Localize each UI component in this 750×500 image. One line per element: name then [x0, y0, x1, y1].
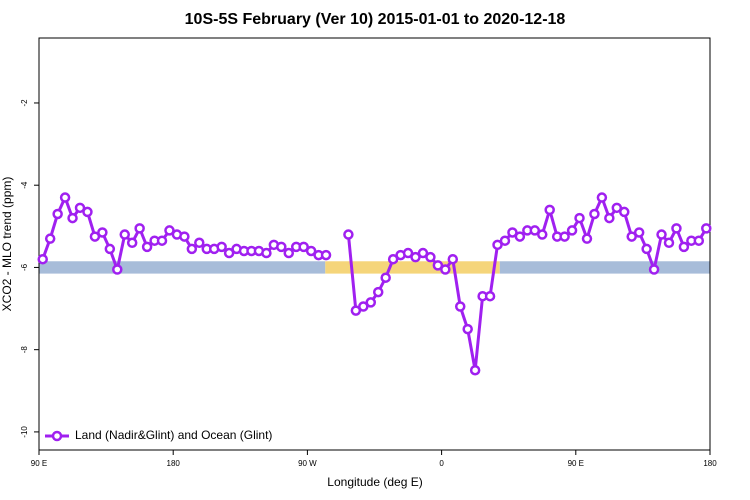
data-point — [402, 247, 414, 259]
data-point — [440, 264, 451, 275]
data-point — [179, 231, 190, 242]
data-point — [350, 305, 362, 316]
data-point — [581, 233, 593, 244]
data-point — [372, 286, 384, 298]
chart-title: 10S-5S February (Ver 10) 2015-01-01 to 2… — [185, 11, 566, 28]
data-point — [67, 212, 78, 224]
data-point — [604, 212, 615, 224]
data-point — [648, 264, 660, 275]
data-point — [529, 225, 541, 236]
data-point — [544, 204, 555, 216]
data-point — [387, 253, 399, 265]
data-point — [425, 251, 436, 263]
x-tick-label: 180 — [703, 459, 717, 468]
x-tick-label: 0 — [439, 459, 444, 468]
x-tick-label: 90 E — [568, 459, 584, 468]
data-point — [298, 241, 309, 253]
series-line — [41, 196, 708, 372]
data-point — [59, 192, 71, 203]
data-point — [44, 233, 56, 244]
data-point — [537, 229, 548, 240]
data-point — [447, 253, 459, 265]
data-point — [320, 249, 332, 261]
data-point — [492, 239, 503, 251]
y-tick-label: -2 — [20, 99, 29, 107]
data-point — [574, 212, 585, 224]
data-point — [82, 206, 93, 218]
data-point — [641, 243, 652, 255]
data-point — [693, 235, 705, 246]
data-point — [469, 364, 481, 376]
data-point — [261, 247, 272, 259]
data-point — [52, 208, 63, 220]
data-point — [119, 229, 130, 240]
data-point — [611, 202, 623, 214]
data-point — [358, 301, 369, 312]
x-tick-label: 180 — [167, 459, 181, 468]
data-point — [566, 225, 578, 236]
surface-region — [39, 261, 326, 274]
data-point — [156, 235, 168, 246]
data-point — [365, 297, 377, 308]
surface-region — [325, 261, 500, 274]
data-point — [276, 241, 287, 253]
data-point — [164, 225, 175, 236]
x-tick-label: 90 E — [31, 459, 47, 468]
y-axis-label: XCO2 - MLO trend (ppm) — [0, 177, 14, 312]
data-point — [671, 223, 682, 234]
legend-label: Land (Nadir&Glint) and Ocean (Glint) — [75, 428, 272, 442]
data-point — [462, 323, 473, 335]
data-point — [104, 243, 116, 255]
data-point — [283, 247, 295, 259]
data-point — [343, 229, 354, 240]
data-point — [417, 247, 429, 259]
data-point — [97, 227, 108, 238]
data-point — [194, 237, 205, 249]
data-point — [126, 237, 138, 249]
surface-region — [499, 261, 710, 274]
data-point — [589, 208, 600, 220]
data-point — [216, 241, 227, 253]
data-point — [141, 241, 153, 253]
data-point — [134, 223, 145, 234]
x-axis-label: Longitude (deg E) — [327, 475, 422, 489]
data-point — [626, 231, 637, 242]
data-point — [454, 301, 466, 312]
data-point — [74, 202, 86, 214]
data-point — [678, 241, 690, 253]
data-point — [499, 235, 511, 246]
data-point — [559, 231, 570, 242]
data-point — [410, 251, 421, 263]
data-point — [619, 206, 630, 218]
data-point — [223, 247, 235, 259]
y-tick-label: -6 — [20, 263, 29, 271]
data-point — [656, 229, 667, 240]
data-point — [514, 231, 526, 242]
data-point — [112, 264, 123, 275]
data-point — [484, 290, 496, 302]
y-tick-label: -8 — [20, 346, 29, 354]
plot-frame — [38, 37, 711, 451]
data-point — [89, 231, 101, 242]
data-point — [507, 227, 518, 238]
legend-marker — [51, 430, 63, 442]
data-point — [380, 272, 391, 283]
data-point — [186, 243, 198, 255]
y-tick-label: -4 — [20, 181, 29, 189]
x-tick-label: 90 W — [298, 459, 317, 468]
data-point — [663, 237, 675, 249]
data-point — [432, 260, 444, 271]
data-point — [633, 227, 645, 238]
data-point — [37, 253, 48, 265]
data-point — [305, 245, 317, 257]
y-tick-label: -10 — [20, 426, 29, 438]
data-point — [596, 192, 608, 203]
data-point — [701, 223, 712, 234]
